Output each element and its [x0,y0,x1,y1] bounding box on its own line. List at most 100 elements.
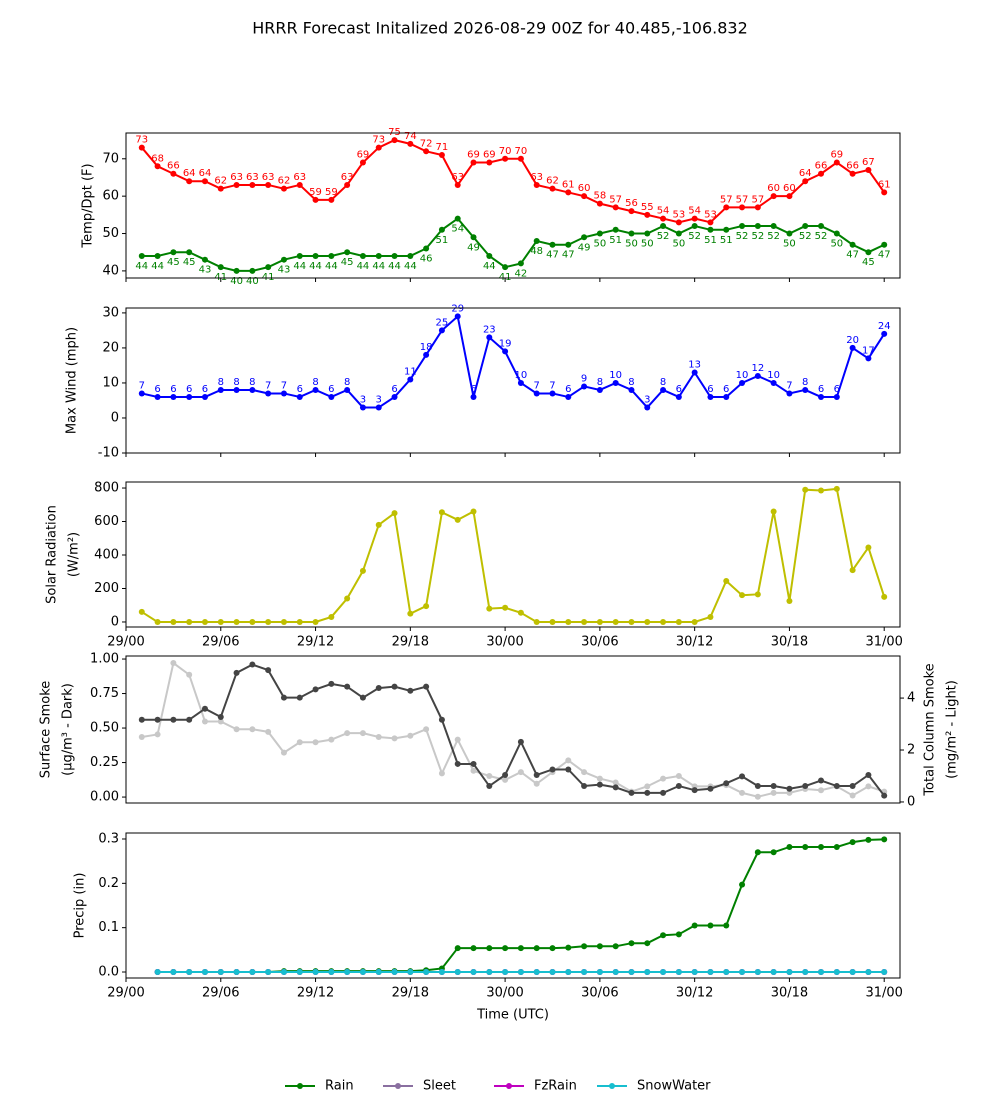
data-label: 44 [293,261,306,272]
data-point [691,369,698,376]
data-point [723,204,730,211]
data-point [391,969,398,976]
data-label: 25 [436,317,449,328]
data-label: 70 [515,146,528,157]
data-point [344,386,351,393]
data-point [486,334,493,341]
data-point [296,393,303,400]
data-point [138,734,145,741]
data-point [565,241,572,248]
data-point [865,166,872,173]
data-point [581,783,588,790]
data-point [802,783,809,790]
data-point [486,945,493,952]
data-label: 60 [783,183,796,194]
data-point [201,256,208,263]
plot-frame [125,481,901,628]
data-point [186,969,193,976]
data-label: 44 [372,261,385,272]
data-point [170,618,177,625]
data-point [138,390,145,397]
data-point [644,404,651,411]
data-label: 60 [767,183,780,194]
y2-axis-label: Total Column Smoke [923,663,938,796]
data-point [359,969,366,976]
data-point [233,969,240,976]
data-point [723,969,730,976]
data-point [675,969,682,976]
data-point [802,178,809,185]
data-label: 6 [328,384,334,395]
data-point [486,772,493,779]
data-label: 49 [578,242,591,253]
data-point [754,372,761,379]
data-label: 3 [376,394,382,405]
data-point [565,618,572,625]
data-label: 6 [723,384,729,395]
y-tick-label: 20 [102,340,119,355]
data-point [170,249,177,256]
data-point [565,189,572,196]
data-point [328,196,335,203]
data-point [502,945,509,952]
data-point [723,922,730,929]
data-point [249,267,256,274]
data-label: 52 [751,231,764,242]
data-point [865,969,872,976]
data-label: 51 [436,235,449,246]
data-point [170,716,177,723]
y-tick-label: 40 [102,263,119,278]
data-label: 44 [404,261,417,272]
data-point [470,508,477,515]
data-label: 46 [420,253,433,264]
x-tick-label: 30/12 [676,635,713,650]
data-point [612,226,619,233]
data-point [359,404,366,411]
data-point [533,780,540,787]
data-label: 63 [230,172,243,183]
data-label: 48 [530,246,543,257]
data-point [612,379,619,386]
legend-marker [506,1083,512,1089]
legend-marker [395,1083,401,1089]
data-point [739,592,746,599]
data-label: 7 [265,380,271,391]
data-point [675,931,682,938]
data-point [470,767,477,774]
data-point [549,390,556,397]
data-point [217,718,224,725]
data-point [438,969,445,976]
data-point [818,787,825,794]
data-point [423,603,430,610]
data-point [660,775,667,782]
data-point [407,252,414,259]
y2-axis-label: (mg/m² - Light) [945,680,960,779]
data-point [486,605,493,612]
data-label: 50 [625,239,638,250]
data-label: 62 [214,176,227,187]
legend-marker [297,1083,303,1089]
data-point [265,618,272,625]
data-point [375,144,382,151]
y-axis-label: (W/m²) [67,532,82,577]
data-point [786,843,793,850]
x-tick-label: 31/00 [865,986,902,1001]
data-point [391,735,398,742]
data-point [628,230,635,237]
data-label: 64 [199,168,212,179]
data-point [359,159,366,166]
data-point [438,226,445,233]
data-point [328,736,335,743]
data-label: 44 [151,261,164,272]
data-point [312,686,319,693]
data-label: 53 [672,209,685,220]
data-label: 47 [878,250,891,261]
data-point [675,230,682,237]
data-point [660,386,667,393]
data-label: 57 [720,194,733,205]
data-label: 49 [467,242,480,253]
data-point [739,379,746,386]
data-point [770,379,777,386]
data-point [233,386,240,393]
data-point [723,393,730,400]
